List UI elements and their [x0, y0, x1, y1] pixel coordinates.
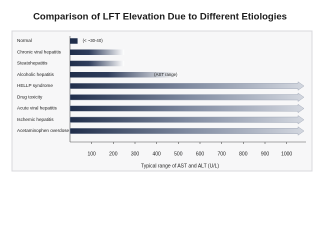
category-label: Ischemic hepatitis — [17, 117, 54, 122]
category-label: Acute viral hepatitis — [17, 106, 58, 111]
x-tick-label: 400 — [152, 151, 161, 157]
arrow-bar — [69, 115, 305, 125]
arrow-bar — [69, 126, 305, 136]
x-tick-label: 900 — [261, 151, 270, 157]
x-tick-label: 700 — [217, 151, 226, 157]
arrow-bar — [69, 81, 305, 91]
x-tick-label: 100 — [87, 151, 96, 157]
bar — [70, 49, 125, 55]
x-tick-label: 200 — [109, 151, 118, 157]
bar — [70, 38, 78, 44]
category-label: Drug toxicity — [17, 94, 43, 99]
category-label: HELLP syndrome — [17, 83, 53, 88]
category-label: Alcoholic hepatitis — [17, 72, 54, 77]
category-label: Normal — [17, 38, 32, 43]
category-label: Chronic viral hepatitis — [17, 49, 62, 54]
category-label: Steatohepatitis — [17, 61, 48, 66]
chart: Comparison of LFT Elevation Due to Diffe… — [11, 12, 313, 172]
arrow-bar — [69, 92, 305, 102]
panel — [11, 30, 313, 172]
x-tick-label: 600 — [196, 151, 205, 157]
x-axis-label: Typical range of AST and ALT (U/L) — [141, 163, 219, 169]
chart-title: Comparison of LFT Elevation Due to Diffe… — [33, 12, 287, 23]
annotation: (< ~30-40) — [83, 38, 104, 43]
x-tick-label: 1000 — [281, 151, 292, 157]
x-tick-label: 500 — [174, 151, 183, 157]
x-tick-label: 300 — [131, 151, 140, 157]
x-tick-label: 800 — [239, 151, 248, 157]
annotation: (AST range) — [154, 72, 178, 77]
bar — [70, 72, 179, 78]
category-label: Acetaminophen overdose — [17, 128, 70, 133]
bar — [70, 60, 125, 67]
arrow-bar — [69, 103, 305, 114]
